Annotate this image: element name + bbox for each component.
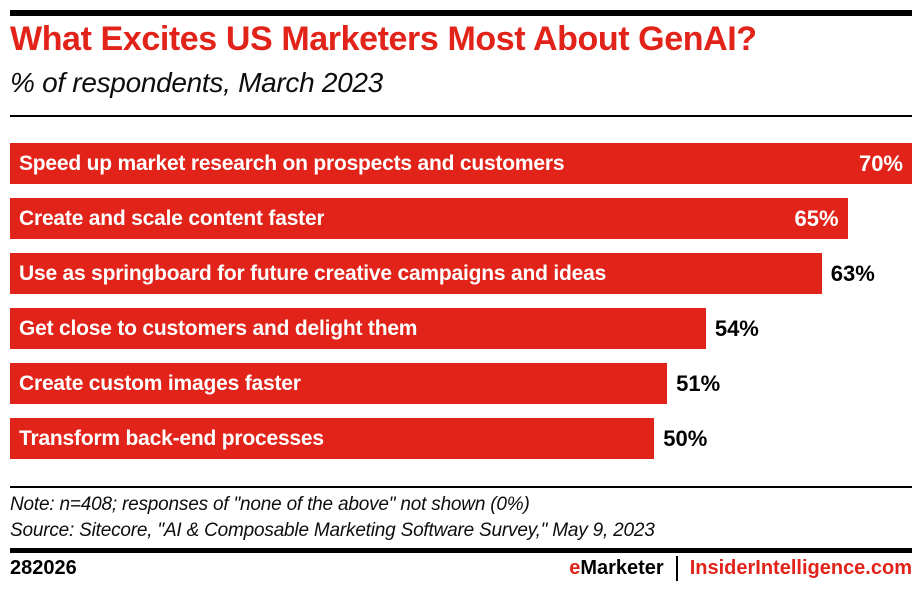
footer-divider — [10, 548, 912, 553]
bar-value-label: 65% — [794, 205, 839, 231]
bar-row: Create and scale content faster 65% — [10, 198, 912, 239]
bar-category-label: Speed up market research on prospects an… — [19, 151, 565, 175]
bar-value-label: 54% — [714, 315, 759, 341]
bar-category-label: Use as springboard for future creative c… — [19, 261, 607, 285]
bar: Create and scale content faster 65% — [10, 198, 848, 239]
bar-row: Get close to customers and delight them 5… — [10, 308, 912, 349]
top-rule — [10, 10, 912, 16]
chart-title: What Excites US Marketers Most About Gen… — [10, 20, 757, 58]
bar-value-label: 70% — [858, 150, 903, 176]
bar-value-label: 51% — [676, 370, 721, 396]
bar-row: Speed up market research on prospects an… — [10, 143, 912, 184]
bar-chart: Speed up market research on prospects an… — [10, 143, 912, 459]
notes-divider — [10, 486, 912, 488]
bar: Use as springboard for future creative c… — [10, 253, 822, 294]
bar-row: Create custom images faster 51% — [10, 363, 912, 404]
emarketer-logo-text: Marketer — [580, 557, 664, 579]
footer: 282026 e Marketer InsiderIntelligence.co… — [10, 556, 912, 581]
chart-id: 282026 — [10, 557, 77, 579]
brand-block: e Marketer InsiderIntelligence.com — [569, 556, 912, 581]
bar-category-label: Transform back-end processes — [19, 426, 324, 450]
bar: Transform back-end processes — [10, 418, 655, 459]
bar: Get close to customers and delight them — [10, 308, 706, 349]
bar-value-label: 50% — [663, 425, 708, 451]
emarketer-logo-e: e — [569, 557, 581, 579]
bar-row: Transform back-end processes 50% — [10, 418, 912, 459]
bar-category-label: Create and scale content faster — [19, 206, 325, 230]
insider-intelligence-url: InsiderIntelligence.com — [689, 557, 912, 579]
bar: Create custom images faster — [10, 363, 668, 404]
bar-value-label: 63% — [830, 260, 875, 286]
brand-divider-bar — [675, 556, 678, 581]
note-line: Note: n=408; responses of "none of the a… — [10, 494, 530, 515]
source-line: Source: Sitecore, "AI & Composable Marke… — [10, 520, 655, 541]
chart-subtitle: % of respondents, March 2023 — [10, 67, 383, 98]
bar: Speed up market research on prospects an… — [10, 143, 912, 184]
bar-row: Use as springboard for future creative c… — [10, 253, 912, 294]
bar-category-label: Create custom images faster — [19, 371, 301, 395]
note-block: Note: n=408; responses of "none of the a… — [10, 492, 912, 544]
header-divider — [10, 115, 912, 117]
bar-category-label: Get close to customers and delight them — [19, 316, 418, 340]
